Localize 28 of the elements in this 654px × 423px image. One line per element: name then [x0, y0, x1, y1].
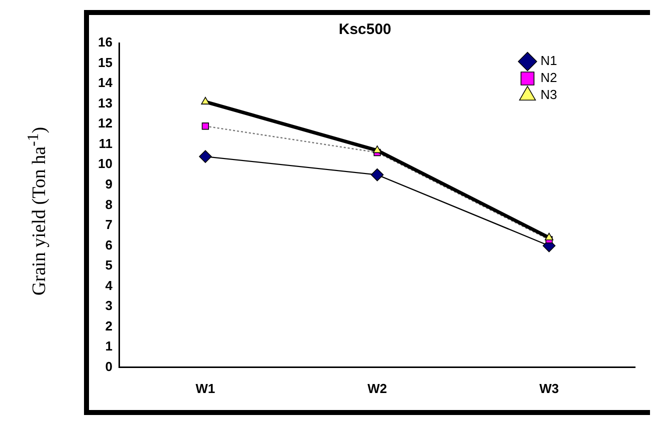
- y-tick-label: 16: [98, 34, 112, 50]
- y-tick-label: 14: [98, 75, 114, 90]
- y-tick-label: 12: [98, 116, 112, 131]
- chart-title: Ksc500: [338, 21, 392, 38]
- legend-label: N2: [540, 70, 558, 86]
- point: [198, 150, 212, 163]
- y-tick-label: 8: [105, 196, 112, 212]
- y-tick-label: 5: [105, 258, 112, 273]
- y-tick-label: 2: [105, 318, 112, 334]
- x-tick-label: W3: [539, 380, 559, 396]
- y-tick-label: 9: [105, 176, 112, 192]
- x-tick-label: W1: [196, 380, 216, 396]
- y-tick-label: 13: [98, 95, 112, 110]
- y-tick-label: 4: [105, 278, 114, 293]
- point: [202, 122, 209, 130]
- y-tick-label: 7: [105, 217, 112, 232]
- y-tick-label: 0: [105, 358, 112, 374]
- y-tick-label: 11: [98, 136, 112, 151]
- point: [544, 232, 554, 240]
- y-tick-label: 1: [105, 338, 112, 354]
- y-tick-label: 3: [105, 298, 112, 314]
- legend-label: N1: [540, 53, 558, 68]
- y-tick-label: 15: [98, 54, 112, 70]
- y-tick-label: 6: [105, 237, 112, 252]
- point: [370, 168, 384, 182]
- x-tick-label: W2: [367, 380, 387, 396]
- legend-label: N3: [540, 87, 558, 102]
- y-tick-label: 10: [98, 156, 112, 172]
